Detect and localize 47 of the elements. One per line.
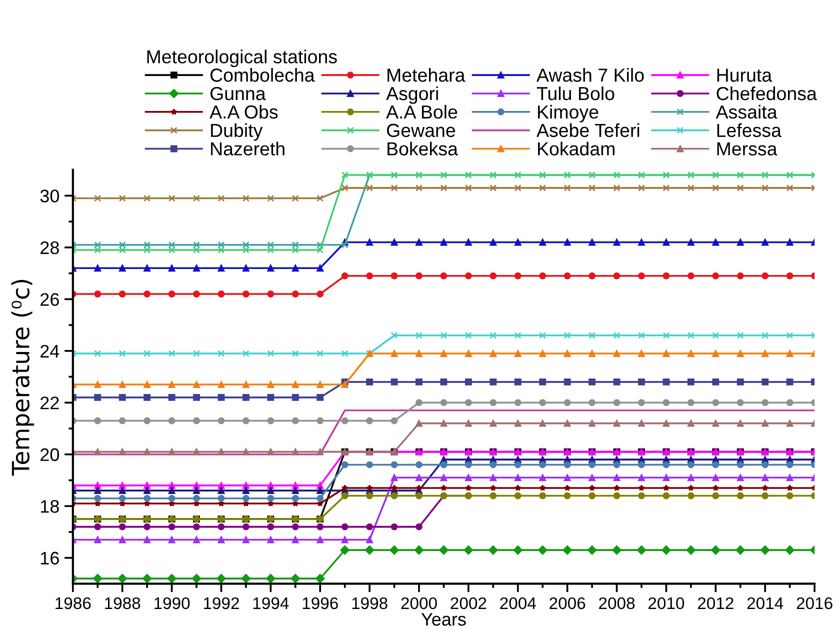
legend-label: Kokadam bbox=[538, 142, 614, 156]
y-tick-label: 28 bbox=[40, 241, 59, 254]
legend-label: Bokeksa bbox=[388, 142, 458, 156]
legend-label: Metehara bbox=[388, 68, 466, 82]
x-tick-label: 1990 bbox=[154, 597, 190, 610]
x-tick-label: 1992 bbox=[204, 597, 239, 610]
legend-label: A.A Obs bbox=[210, 104, 278, 119]
legend-label: Lefessa bbox=[717, 123, 782, 138]
y-tick-label: 16 bbox=[41, 552, 59, 565]
legend-label: Asebe Teferi bbox=[536, 123, 640, 138]
y-axis-title: Temperature (⁰c) bbox=[11, 280, 34, 476]
legend-label: A.A Bole bbox=[386, 104, 458, 119]
x-tick-label: 1996 bbox=[302, 597, 338, 610]
legend-label: Gunna bbox=[210, 86, 266, 100]
y-tick-label: 22 bbox=[40, 396, 59, 410]
x-tick-label: 2016 bbox=[796, 597, 832, 610]
x-tick-label: 2008 bbox=[599, 597, 635, 610]
x-tick-label: 2014 bbox=[747, 597, 784, 610]
x-tick-label: 2012 bbox=[698, 597, 734, 610]
x-tick-label: 1988 bbox=[105, 597, 140, 610]
x-tick-label: 1994 bbox=[253, 597, 289, 610]
y-tick-label: 26 bbox=[40, 293, 59, 306]
x-tick-label: 2006 bbox=[550, 597, 586, 610]
legend-label: Combolecha bbox=[210, 68, 315, 82]
x-axis-title: Years bbox=[421, 613, 466, 626]
x-tick-label: 2000 bbox=[401, 597, 437, 610]
legend-label: Asgori bbox=[386, 86, 438, 104]
x-tick-label: 2004 bbox=[500, 597, 536, 610]
y-tick-label: 18 bbox=[41, 500, 59, 513]
x-tick-label: 2002 bbox=[450, 597, 486, 610]
legend-label: Nazereth bbox=[211, 142, 284, 156]
x-tick-label: 2010 bbox=[648, 597, 684, 610]
y-tick-label: 30 bbox=[40, 190, 60, 202]
legend-label: Kimoye bbox=[538, 104, 598, 122]
legend-label: Tulu Bolo bbox=[536, 86, 614, 100]
y-tick-label: 20 bbox=[40, 448, 60, 462]
legend-label: Awash 7 Kilo bbox=[536, 68, 644, 82]
y-tick-label: 24 bbox=[40, 344, 60, 358]
legend-label: Chefedonsa bbox=[716, 86, 817, 100]
x-tick-label: 1986 bbox=[56, 597, 91, 610]
legend-label: Assaita bbox=[716, 104, 778, 119]
legend-label: Gewane bbox=[386, 124, 456, 138]
legend-label: Merssa bbox=[717, 142, 778, 156]
legend-label: Dubity bbox=[211, 123, 263, 141]
x-tick-label: 1998 bbox=[352, 597, 388, 610]
legend-label: Huruta bbox=[717, 68, 772, 82]
legend-title: Meteorological stations bbox=[147, 50, 337, 68]
